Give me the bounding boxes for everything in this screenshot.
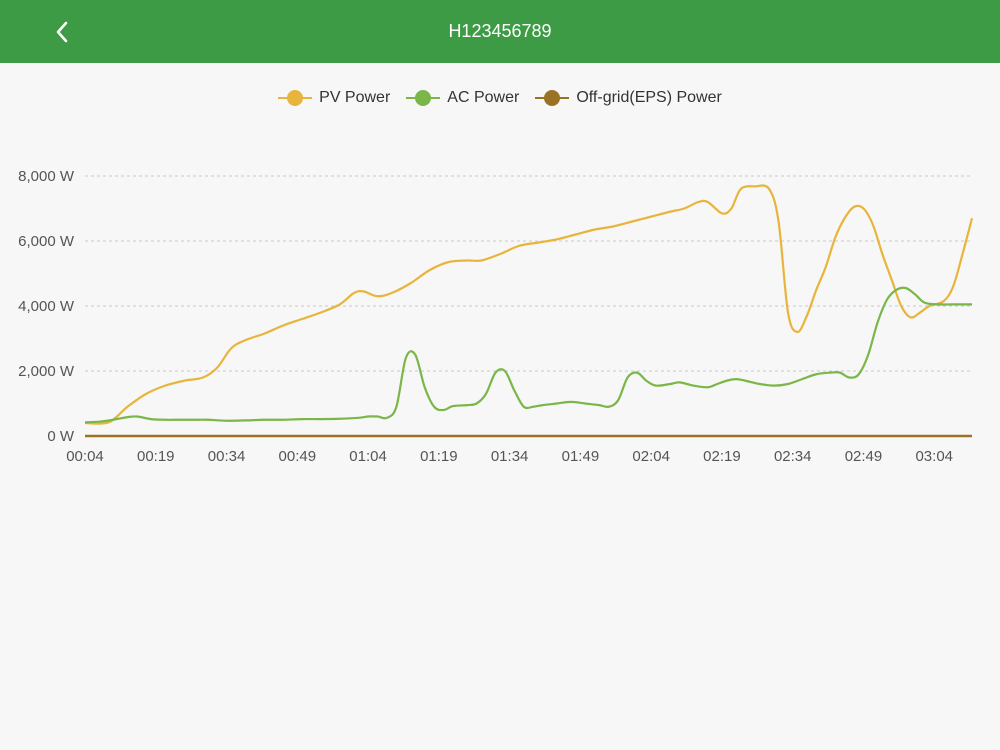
- series-line-ac-power: [84, 286, 972, 424]
- legend-item-ac-power[interactable]: AC Power: [406, 89, 519, 107]
- legend-dot: [415, 90, 432, 106]
- y-tick-label: 6,000 W: [18, 233, 75, 250]
- x-tick-label: 02:34: [774, 448, 812, 465]
- x-tick-label: 00:04: [66, 448, 104, 465]
- x-tick-label: 00:19: [137, 448, 175, 465]
- x-tick-label: 00:34: [208, 448, 246, 465]
- back-button[interactable]: [40, 10, 84, 54]
- x-tick-label: 02:19: [703, 448, 741, 465]
- legend-item-eps-power[interactable]: Off-grid(EPS) Power: [535, 89, 722, 107]
- x-tick-label: 01:49: [562, 448, 600, 465]
- x-tick-label: 01:34: [491, 448, 529, 465]
- legend-dot: [287, 90, 304, 106]
- legend-marker: [406, 90, 441, 106]
- x-tick-label: 01:04: [349, 448, 387, 465]
- chart-legend: PV Power AC Power Off-grid(EPS) Power: [0, 84, 1000, 112]
- power-line-chart: 0 W 2,000 W 4,000 W 6,000 W 8,000 W 00:04 00:1…: [18, 168, 974, 465]
- page-title: H123456789: [448, 21, 552, 41]
- x-tick-label: 03:04: [915, 448, 953, 465]
- chevron-left-icon: [56, 21, 68, 43]
- legend-label: AC Power: [447, 89, 520, 106]
- y-tick-label: 0 W: [47, 428, 75, 445]
- y-tick-label: 2,000 W: [18, 363, 75, 380]
- legend-marker: [535, 90, 570, 106]
- x-tick-label: 02:04: [632, 448, 670, 465]
- x-tick-label: 00:49: [279, 448, 317, 465]
- x-tick-label: 01:19: [420, 448, 458, 465]
- legend-label: Off-grid(EPS) Power: [576, 89, 722, 106]
- x-tick-label: 02:49: [845, 448, 883, 465]
- app-header: H123456789: [0, 0, 1000, 63]
- y-tick-label: 8,000 W: [18, 168, 75, 185]
- legend-marker: [278, 90, 313, 106]
- series-line-pv-power: [84, 184, 974, 425]
- legend-dot: [544, 90, 561, 106]
- legend-item-pv-power[interactable]: PV Power: [278, 89, 390, 107]
- legend-label: PV Power: [319, 89, 391, 106]
- y-tick-label: 4,000 W: [18, 298, 75, 315]
